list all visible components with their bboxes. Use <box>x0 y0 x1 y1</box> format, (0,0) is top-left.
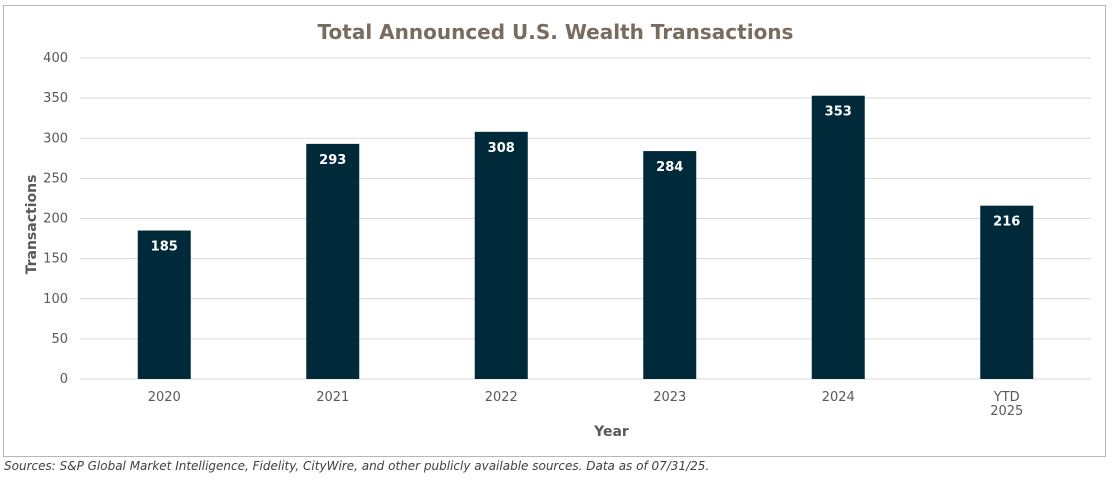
data-label: 308 <box>488 141 515 156</box>
bar <box>811 95 865 379</box>
y-tick-label: 50 <box>51 332 68 347</box>
bar <box>306 143 360 379</box>
y-tick-label: 100 <box>43 292 68 307</box>
data-label: 293 <box>319 153 346 168</box>
x-tick-label: YTD <box>993 390 1020 405</box>
chart-frame: Total Announced U.S. Wealth Transactions… <box>3 5 1106 457</box>
x-tick-label: 2023 <box>653 390 686 405</box>
y-tick-label: 0 <box>60 372 68 387</box>
y-tick-label: 400 <box>43 51 68 66</box>
y-tick-label: 350 <box>43 91 68 106</box>
x-tick-label: 2025 <box>990 404 1023 419</box>
bar <box>643 151 697 379</box>
x-tick-label: 2021 <box>316 390 349 405</box>
x-axis-title: Year <box>593 424 629 440</box>
y-tick-label: 150 <box>43 252 68 267</box>
chart-title: Total Announced U.S. Wealth Transactions <box>317 20 794 44</box>
y-tick-label: 200 <box>43 212 68 227</box>
data-label: 353 <box>825 105 852 120</box>
bar <box>474 131 528 379</box>
y-tick-label: 250 <box>43 171 68 186</box>
y-tick-label: 300 <box>43 131 68 146</box>
data-label: 185 <box>151 240 178 255</box>
bar <box>137 230 191 379</box>
x-tick-label: 2024 <box>822 390 855 405</box>
bar-chart: 0 50 100 150 200 250 300 350 400 185 2020 293 2021 30… <box>24 51 1091 440</box>
x-tick-label: 2020 <box>148 390 181 405</box>
source-note: Sources: S&P Global Market Intelligence,… <box>4 459 710 473</box>
data-label: 284 <box>656 160 683 175</box>
x-tick-label: 2022 <box>485 390 518 405</box>
bar <box>980 205 1034 379</box>
data-label: 216 <box>993 215 1020 230</box>
y-axis-title: Transactions <box>24 175 40 275</box>
